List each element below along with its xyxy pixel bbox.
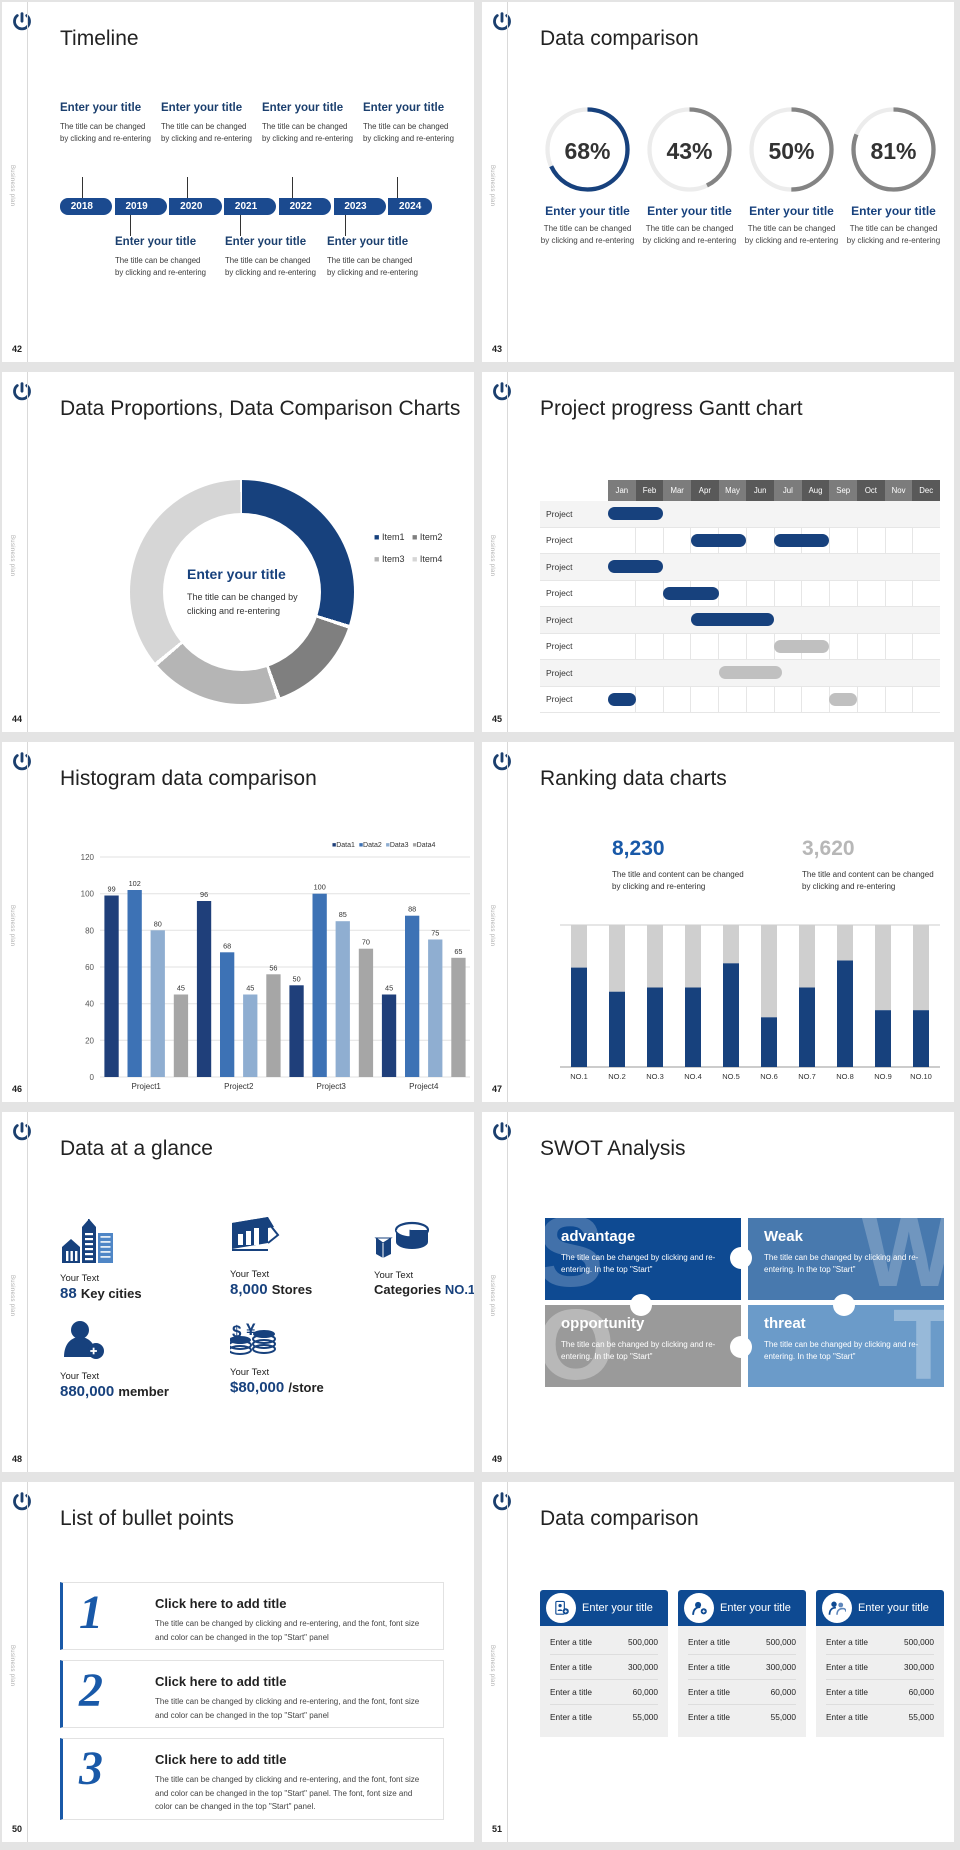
svg-text:99: 99 bbox=[108, 885, 116, 894]
svg-text:45: 45 bbox=[385, 984, 393, 993]
svg-text:NO.7: NO.7 bbox=[798, 1072, 816, 1081]
svg-text:50: 50 bbox=[293, 974, 301, 983]
svg-text:NO.3: NO.3 bbox=[646, 1072, 664, 1081]
svg-text:100: 100 bbox=[314, 883, 326, 892]
svg-text:NO.9: NO.9 bbox=[874, 1072, 892, 1081]
svg-text:NO.10: NO.10 bbox=[910, 1072, 932, 1081]
svg-text:NO.8: NO.8 bbox=[836, 1072, 854, 1081]
svg-text:NO.1: NO.1 bbox=[570, 1072, 588, 1081]
svg-text:Project3: Project3 bbox=[317, 1082, 347, 1091]
svg-text:88: 88 bbox=[408, 905, 416, 914]
svg-text:NO.6: NO.6 bbox=[760, 1072, 778, 1081]
svg-text:120: 120 bbox=[81, 853, 95, 862]
svg-text:81%: 81% bbox=[870, 138, 916, 164]
svg-text:50%: 50% bbox=[768, 138, 814, 164]
svg-text:80: 80 bbox=[154, 919, 162, 928]
svg-text:56: 56 bbox=[269, 963, 277, 972]
svg-text:0: 0 bbox=[90, 1073, 95, 1082]
svg-text:43%: 43% bbox=[666, 138, 712, 164]
svg-text:45: 45 bbox=[246, 984, 254, 993]
svg-text:Project2: Project2 bbox=[224, 1082, 254, 1091]
svg-text:68: 68 bbox=[223, 941, 231, 950]
svg-text:NO.5: NO.5 bbox=[722, 1072, 740, 1081]
svg-text:70: 70 bbox=[362, 938, 370, 947]
svg-text:100: 100 bbox=[81, 890, 95, 899]
svg-text:80: 80 bbox=[85, 926, 94, 935]
svg-text:45: 45 bbox=[177, 984, 185, 993]
svg-text:96: 96 bbox=[200, 890, 208, 899]
svg-text:85: 85 bbox=[339, 910, 347, 919]
svg-text:20: 20 bbox=[85, 1036, 94, 1045]
svg-text:Project1: Project1 bbox=[132, 1082, 162, 1091]
svg-text:60: 60 bbox=[85, 963, 94, 972]
svg-text:NO.4: NO.4 bbox=[684, 1072, 702, 1081]
svg-text:40: 40 bbox=[85, 1000, 94, 1009]
svg-text:75: 75 bbox=[431, 929, 439, 938]
svg-text:68%: 68% bbox=[564, 138, 610, 164]
svg-text:Project4: Project4 bbox=[409, 1082, 439, 1091]
svg-text:65: 65 bbox=[454, 947, 462, 956]
svg-text:102: 102 bbox=[129, 879, 141, 888]
svg-text:NO.2: NO.2 bbox=[608, 1072, 626, 1081]
